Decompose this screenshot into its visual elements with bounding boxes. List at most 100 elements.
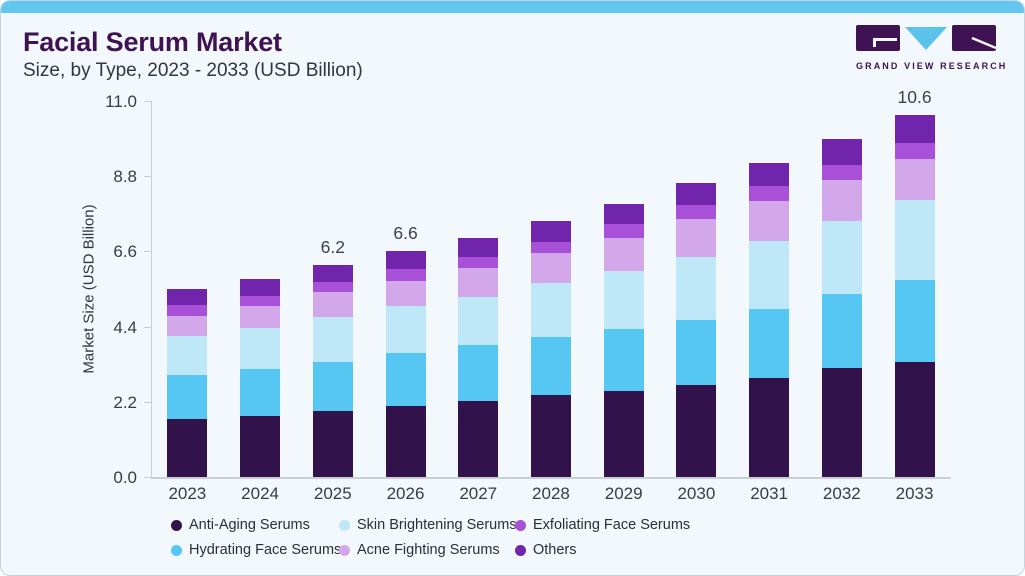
- segment-anti-aging-serums-2028: [530, 395, 571, 477]
- legend-label-skin-brightening-serums: Skin Brightening Serums: [357, 517, 517, 533]
- segment-hydrating-face-serums-2025: [312, 362, 353, 411]
- plot-area: 2023 2024 6.2 2025 6.6 2026 2027 2028 2029 2030 20…: [151, 87, 951, 503]
- bar-2024: 2024: [240, 101, 281, 503]
- segment-hydrating-face-serums-2024: [240, 368, 281, 416]
- bar-2031: 2031: [749, 101, 790, 503]
- legend-label-hydrating-face-serums: Hydrating Face Serums: [189, 542, 342, 558]
- segment-skin-brightening-serums-2033: [894, 200, 935, 280]
- segment-hydrating-face-serums-2032: [821, 293, 862, 369]
- x-axis-line: [151, 477, 951, 479]
- segment-exfoliating-face-serums-2033: [894, 142, 935, 159]
- segment-hydrating-face-serums-2028: [530, 336, 571, 395]
- bar-stack-2026: [385, 251, 426, 477]
- segment-acne-fighting-serums-2024: [240, 305, 281, 328]
- y-tick-label-6.6: 6.6: [113, 242, 137, 262]
- segment-anti-aging-serums-2024: [240, 415, 281, 477]
- segment-skin-brightening-serums-2032: [821, 221, 862, 294]
- segment-exfoliating-face-serums-2025: [312, 281, 353, 293]
- y-axis-title: Market Size (USD Billion): [80, 204, 98, 374]
- legend-label-exfoliating-face-serums: Exfoliating Face Serums: [533, 517, 691, 533]
- segment-exfoliating-face-serums-2023: [167, 305, 208, 316]
- segment-others-2027: [458, 237, 499, 257]
- segment-skin-brightening-serums-2023: [167, 336, 208, 376]
- bar-stack-2028: [530, 220, 571, 477]
- segment-exfoliating-face-serums-2032: [821, 164, 862, 181]
- segment-skin-brightening-serums-2024: [240, 327, 281, 369]
- legend-label-acne-fighting-serums: Acne Fighting Serums: [357, 542, 500, 558]
- segment-others-2032: [821, 138, 862, 165]
- segment-anti-aging-serums-2025: [312, 411, 353, 477]
- y-tick-label-8.8: 8.8: [113, 167, 137, 187]
- legend-dot-anti-aging-serums: [171, 519, 182, 531]
- segment-acne-fighting-serums-2023: [167, 315, 208, 337]
- legend-item-anti-aging-serums: Anti-Aging Serums: [171, 514, 339, 536]
- bar-2023: 2023: [167, 101, 208, 503]
- bar-value-label-2033: 10.6: [897, 86, 932, 107]
- legend-item-acne-fighting-serums: Acne Fighting Serums: [339, 539, 515, 561]
- bar-stack-2031: [749, 162, 790, 477]
- y-tick-mark-11.0: [144, 101, 151, 102]
- y-tick-mark-0.0: [144, 477, 151, 478]
- bar-stack-2027: [458, 237, 499, 477]
- page-title: Facial Serum Market: [23, 27, 282, 57]
- segment-hydrating-face-serums-2023: [167, 375, 208, 419]
- segment-anti-aging-serums-2026: [385, 405, 426, 477]
- segment-others-2029: [603, 203, 644, 225]
- segment-exfoliating-face-serums-2031: [749, 186, 790, 201]
- segment-skin-brightening-serums-2028: [530, 282, 571, 337]
- x-tick-label-2031: 2031: [750, 484, 789, 503]
- segment-anti-aging-serums-2032: [821, 368, 862, 477]
- x-tick-label-2024: 2024: [241, 484, 279, 503]
- bar-stack-2033: [894, 114, 935, 477]
- segment-acne-fighting-serums-2027: [458, 267, 499, 297]
- x-tick-label-2023: 2023: [168, 484, 207, 503]
- x-tick-label-2025: 2025: [313, 484, 352, 503]
- accent-top-strip: [1, 1, 1024, 13]
- bar-stack-2024: [240, 278, 281, 477]
- legend-label-others: Others: [533, 542, 577, 558]
- bar-stack-2030: [676, 183, 717, 477]
- legend-item-exfoliating-face-serums: Exfoliating Face Serums: [515, 514, 690, 536]
- y-tick-label-11.0: 11.0: [105, 92, 137, 111]
- segment-hydrating-face-serums-2026: [385, 353, 426, 406]
- bar-2033: 10.6 2033: [894, 87, 935, 503]
- x-tick-label-2027: 2027: [459, 484, 498, 503]
- legend-dot-hydrating-face-serums: [171, 544, 182, 556]
- bar-stack-2023: [167, 288, 208, 477]
- segment-acne-fighting-serums-2032: [821, 180, 862, 222]
- segment-exfoliating-face-serums-2024: [240, 295, 281, 306]
- segment-others-2025: [312, 265, 353, 282]
- bar-stack-2029: [603, 203, 644, 477]
- segment-acne-fighting-serums-2025: [312, 292, 353, 318]
- segment-skin-brightening-serums-2029: [603, 270, 644, 329]
- gvr-logo-icon: [856, 25, 997, 51]
- segment-anti-aging-serums-2030: [676, 384, 717, 477]
- page-subtitle: Size, by Type, 2023 - 2033 (USD Billion): [23, 60, 363, 81]
- segment-skin-brightening-serums-2030: [676, 256, 717, 320]
- y-tick-label-2.2: 2.2: [113, 392, 137, 412]
- bar-value-label-2025: 6.2: [320, 237, 345, 258]
- segment-acne-fighting-serums-2026: [385, 280, 426, 306]
- segment-anti-aging-serums-2033: [894, 361, 935, 477]
- segment-hydrating-face-serums-2029: [603, 329, 644, 391]
- x-tick-label-2029: 2029: [604, 484, 643, 503]
- x-tick-label-2032: 2032: [822, 484, 861, 503]
- chart-legend: Anti-Aging Serums Skin Brightening Serums…: [171, 514, 690, 561]
- legend-dot-skin-brightening-serums: [339, 519, 350, 531]
- segment-exfoliating-face-serums-2030: [676, 204, 717, 220]
- legend-dot-acne-fighting-serums: [339, 544, 350, 556]
- segment-skin-brightening-serums-2027: [458, 296, 499, 346]
- segment-skin-brightening-serums-2031: [749, 241, 790, 309]
- segment-others-2031: [749, 162, 790, 187]
- segment-acne-fighting-serums-2031: [749, 200, 790, 242]
- bar-2027: 2027: [458, 101, 499, 503]
- y-tick-mark-4.4: [144, 326, 151, 328]
- segment-others-2030: [676, 183, 717, 205]
- bar-2025: 6.2 2025: [312, 101, 353, 503]
- bar-value-label-2026: 6.6: [393, 223, 418, 244]
- x-tick-label-2033: 2033: [895, 484, 934, 503]
- segment-acne-fighting-serums-2029: [603, 237, 644, 271]
- segment-exfoliating-face-serums-2027: [458, 256, 499, 268]
